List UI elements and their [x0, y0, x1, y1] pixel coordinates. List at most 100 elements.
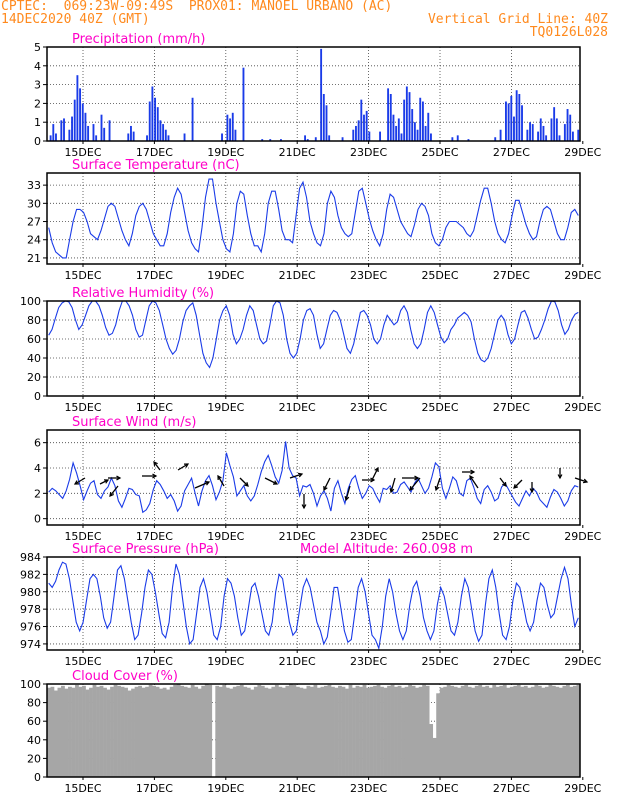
- bar: [403, 99, 406, 141]
- wind-arrow-head: [409, 485, 414, 491]
- bar: [355, 125, 357, 141]
- bar: [152, 685, 157, 777]
- bar: [527, 687, 532, 777]
- bar: [331, 686, 335, 777]
- wind-arrow-head: [152, 473, 158, 479]
- x-tick-label: 21DEC: [279, 146, 316, 159]
- bar: [509, 686, 514, 777]
- bar: [464, 684, 469, 777]
- bar: [460, 685, 465, 777]
- x-tick-label: 17DEC: [136, 530, 173, 543]
- header-date: 14DEC2020 40Z (GMT): [1, 12, 150, 27]
- wind-arrow: [390, 477, 396, 493]
- bar: [419, 97, 422, 141]
- bar: [456, 135, 459, 141]
- x-tick-label: 17DEC: [136, 782, 173, 795]
- bar: [155, 686, 160, 777]
- bar: [257, 684, 262, 777]
- bar: [369, 686, 374, 777]
- plot-frame: [46, 300, 581, 397]
- bar: [327, 684, 332, 777]
- bar: [194, 686, 199, 777]
- wind-arrow: [194, 481, 210, 489]
- bar: [108, 120, 111, 141]
- bar: [416, 129, 419, 141]
- wind-arrow: [371, 467, 379, 481]
- bar: [397, 685, 402, 777]
- bar: [408, 92, 411, 141]
- bar: [510, 95, 513, 141]
- bar: [96, 686, 100, 777]
- plot-frame: [46, 46, 581, 142]
- bar: [63, 118, 65, 141]
- bar: [100, 114, 103, 141]
- wind-panel: 0 2 4 6 15DEC 17DEC 19DEC 21DEC 23DEC 25DEC 27DEC 2…: [34, 415, 602, 543]
- bar: [322, 94, 325, 141]
- bar: [357, 120, 360, 141]
- x-tick-label: 21DEC: [279, 530, 316, 543]
- bar: [169, 686, 174, 777]
- bar: [231, 112, 234, 141]
- bar: [225, 687, 230, 777]
- x-tick-label: 15DEC: [64, 530, 101, 543]
- wind-arrow-head: [582, 478, 589, 484]
- bar: [534, 684, 539, 777]
- bar: [505, 101, 507, 141]
- bar: [269, 139, 272, 141]
- y-tick-label: 100: [20, 295, 41, 308]
- bar: [325, 105, 328, 141]
- bar: [127, 133, 130, 141]
- bar: [450, 685, 455, 777]
- y-tick-label: 4: [34, 462, 41, 475]
- wind-arrow: [109, 485, 119, 497]
- y-tick-label: 80: [27, 314, 41, 327]
- bar: [49, 135, 52, 141]
- wind-arrow-head: [374, 466, 379, 473]
- bar: [392, 114, 395, 141]
- x-tick-label: 25DEC: [421, 146, 458, 159]
- bar: [180, 685, 185, 777]
- bar: [415, 687, 419, 777]
- header-grid-line: Vertical Grid Line: 40Z: [427, 12, 608, 27]
- bar: [401, 687, 405, 777]
- bar: [280, 139, 282, 141]
- bar: [253, 686, 258, 777]
- pressure-panel: 974 976 978 980 982 984 15DEC 17DEC 19DEC 21DEC 23…: [20, 542, 602, 668]
- bar: [243, 686, 248, 777]
- humidity-panel: 0 20 40 60 80 100 15DEC 17DEC 19DEC 21DEC 23DEC 25D…: [20, 286, 602, 414]
- bar: [166, 689, 171, 777]
- y-tick-label: 0: [34, 135, 41, 148]
- plot-frame: [46, 172, 581, 265]
- bar: [338, 685, 342, 777]
- bar: [467, 139, 470, 141]
- bar: [432, 737, 437, 777]
- bar: [571, 131, 574, 141]
- bar: [446, 684, 451, 777]
- y-tick-label: 33: [27, 179, 41, 192]
- bar: [191, 97, 194, 141]
- bar: [362, 684, 367, 777]
- wind-arrow-head: [272, 480, 279, 485]
- bar: [71, 116, 73, 141]
- bar: [365, 110, 368, 141]
- bar: [222, 684, 227, 777]
- bar: [334, 687, 339, 777]
- bar: [64, 688, 69, 777]
- bar: [71, 687, 76, 777]
- bar: [499, 685, 504, 777]
- x-tick-label: 25DEC: [421, 269, 458, 282]
- y-tick-label: 100: [20, 678, 41, 691]
- bar: [400, 133, 403, 141]
- bar: [138, 685, 142, 777]
- bar: [429, 723, 434, 777]
- wind-arrow-head: [414, 475, 420, 481]
- bar: [302, 688, 307, 777]
- bar: [424, 125, 427, 141]
- series-line: [48, 561, 579, 651]
- bar: [562, 685, 567, 777]
- bar: [507, 103, 510, 141]
- wind-arrow-head: [217, 474, 222, 481]
- bar: [250, 689, 255, 777]
- plot-frame: [46, 556, 581, 651]
- bar: [68, 686, 72, 777]
